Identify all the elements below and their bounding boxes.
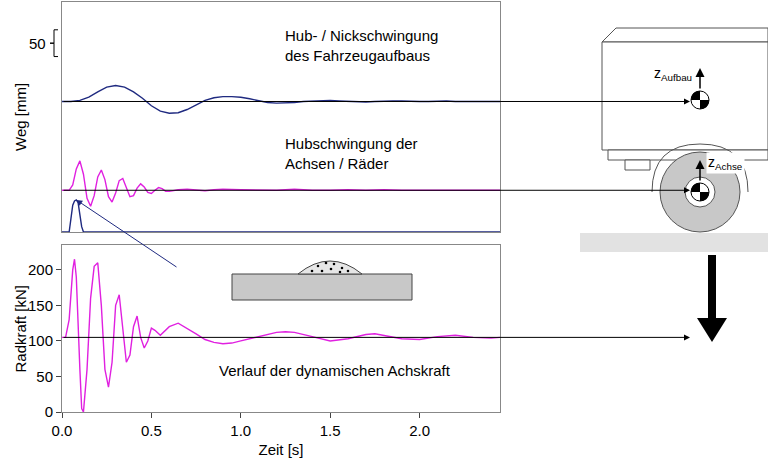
svg-text:Radkraft [kN]: Radkraft [kN]	[12, 285, 29, 373]
svg-text:Verlauf der dynamischen Achskr: Verlauf der dynamischen Achskraft	[219, 362, 451, 379]
svg-text:0.0: 0.0	[52, 422, 73, 439]
svg-text:Hub- / Nickschwingungdes Fahrz: Hub- / Nickschwingungdes Fahrzeugaufbaus	[285, 27, 438, 64]
svg-text:0.5: 0.5	[141, 422, 162, 439]
svg-text:1.0: 1.0	[230, 422, 251, 439]
svg-text:1.5: 1.5	[320, 422, 341, 439]
svg-text:2.0: 2.0	[409, 422, 430, 439]
svg-text:Zeit [s]: Zeit [s]	[258, 441, 303, 458]
svg-text:100: 100	[28, 332, 53, 349]
svg-text:150: 150	[28, 297, 53, 314]
svg-text:50: 50	[36, 368, 53, 385]
svg-text:200: 200	[28, 261, 53, 278]
svg-text:z​Aufbau​: z​Aufbau​	[654, 65, 692, 83]
svg-text:0: 0	[45, 403, 53, 420]
svg-text:50: 50	[29, 35, 46, 52]
svg-text:Weg [mm]: Weg [mm]	[12, 83, 29, 151]
svg-text:z​Achse​: z​Achse​	[708, 154, 743, 172]
svg-text:Hubschwingung derAchsen / Räde: Hubschwingung derAchsen / Räder	[285, 135, 418, 172]
